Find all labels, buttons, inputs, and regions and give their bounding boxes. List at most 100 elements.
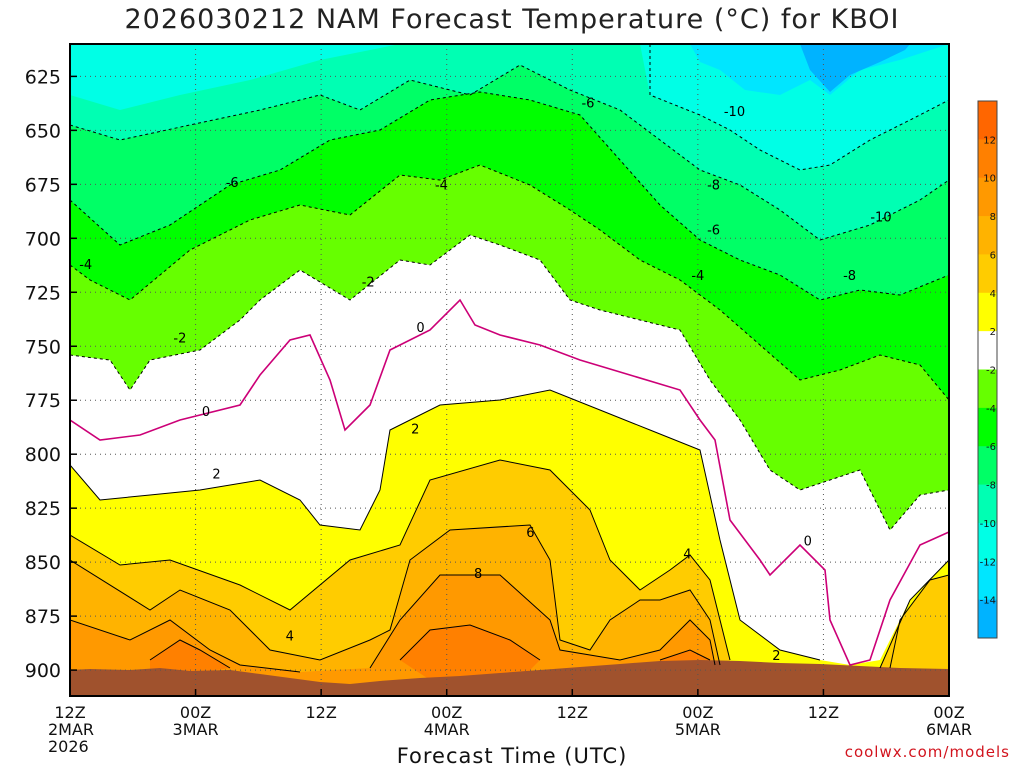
y-tick-label: 875 bbox=[25, 606, 61, 628]
x-tick-label: 12Z bbox=[305, 703, 336, 722]
terrain bbox=[70, 660, 949, 696]
contour-label: -4 bbox=[79, 258, 92, 273]
colorbar-band bbox=[978, 177, 997, 217]
y-tick-label: 675 bbox=[25, 174, 61, 196]
colorbar-label: 10 bbox=[983, 174, 996, 185]
contour-plus-2b bbox=[879, 559, 949, 669]
contour-minus-2 bbox=[70, 234, 949, 531]
grid-lines bbox=[70, 44, 949, 696]
x-tick-label: 2MAR bbox=[48, 720, 94, 739]
contour-label: -10 bbox=[870, 211, 891, 226]
x-tick-label: 3MAR bbox=[173, 720, 219, 739]
colorbar-band bbox=[978, 407, 997, 447]
contour-label: -6 bbox=[226, 176, 239, 191]
contour-label: -2 bbox=[362, 275, 375, 290]
colorbar-label: -6 bbox=[986, 442, 996, 453]
contour-label: -6 bbox=[581, 96, 594, 111]
contour-plus-8 bbox=[70, 574, 716, 673]
colorbar-label: -12 bbox=[980, 557, 996, 568]
y-tick-label: 700 bbox=[25, 228, 61, 250]
colorbar-label: -4 bbox=[986, 404, 996, 415]
y-tick-label: 625 bbox=[25, 66, 61, 88]
x-tick-label: 12Z bbox=[557, 703, 588, 722]
contour-label: -4 bbox=[691, 269, 704, 284]
contour-fields bbox=[70, 44, 949, 696]
colorbar-band bbox=[978, 139, 997, 179]
band-minus-14 bbox=[800, 44, 910, 92]
contour-minus-6 bbox=[70, 91, 949, 301]
contour-plus-4 bbox=[70, 459, 731, 661]
colorbar-label: -10 bbox=[980, 519, 996, 530]
x-tick-label: 12Z bbox=[808, 703, 839, 722]
contour-plus-10 bbox=[149, 624, 711, 669]
y-tick-label: 850 bbox=[25, 552, 61, 574]
colorbar: 12 10 8 6 4 2 -2 -4 -6 -8 -10 -12 -14 bbox=[977, 100, 998, 639]
colorbar-label: 12 bbox=[983, 135, 996, 146]
x-tick-label: 2026 bbox=[48, 737, 89, 756]
contour-label: 4 bbox=[286, 630, 294, 645]
y-tick-label: 775 bbox=[25, 390, 61, 412]
plot-frame bbox=[69, 43, 950, 697]
colorbar-band bbox=[978, 522, 997, 562]
colorbar-band bbox=[978, 446, 997, 486]
colorbar-label: 6 bbox=[990, 250, 996, 261]
contour-label: 2 bbox=[772, 649, 780, 664]
y-tick-label: 750 bbox=[25, 336, 61, 358]
contour-label: 0 bbox=[804, 535, 812, 550]
band-plus-10 bbox=[150, 625, 710, 680]
contour-plus-2 bbox=[70, 389, 821, 661]
x-tick-label: 00Z bbox=[180, 703, 211, 722]
x-axis-title: Forecast Time (UTC) bbox=[396, 744, 628, 768]
y-axis: 625 650 675 700 725 750 775 800 825 850 875 900 bbox=[25, 66, 77, 682]
x-tick-label: 5MAR bbox=[675, 720, 721, 739]
band-plus-8 bbox=[70, 575, 715, 696]
contour-minus-4 bbox=[70, 164, 949, 401]
contour-label: 0 bbox=[202, 405, 210, 420]
colorbar-band bbox=[978, 484, 997, 524]
colorbar-band bbox=[978, 369, 997, 409]
contour-lines bbox=[70, 44, 949, 673]
contour-plus-6 bbox=[70, 524, 721, 666]
chart-title: 2026030212 NAM Forecast Temperature (°C)… bbox=[124, 4, 900, 35]
y-tick-label: 650 bbox=[25, 120, 61, 142]
y-tick-label: 725 bbox=[25, 282, 61, 304]
colorbar-label: -8 bbox=[986, 481, 996, 492]
contour-label: 0 bbox=[416, 321, 424, 336]
contour-label: 2 bbox=[411, 422, 419, 437]
colorbar-band bbox=[978, 254, 997, 294]
contour-labels: -6 -10 -6 -4 -8 -6 -10 -4 -4 -8 -2 -2 0 0 2 0 2 6 4 8 4 2 bbox=[79, 96, 891, 664]
colorbar-frame bbox=[977, 100, 998, 639]
contour-label: 4 bbox=[683, 548, 691, 563]
contour-zero bbox=[70, 298, 949, 666]
x-tick-label: 12Z bbox=[54, 703, 85, 722]
colorbar-band bbox=[978, 292, 997, 332]
contour-plus-4b bbox=[889, 574, 949, 669]
colorbar-band bbox=[978, 216, 997, 255]
x-tick-label: 4MAR bbox=[424, 720, 470, 739]
x-tick-label: 6MAR bbox=[926, 720, 972, 739]
contour-label: -4 bbox=[435, 178, 448, 193]
contour-label: -8 bbox=[843, 269, 856, 284]
colorbar-band bbox=[978, 599, 997, 639]
colorbar-band bbox=[978, 101, 997, 140]
colorbar-label: 8 bbox=[990, 212, 996, 223]
contour-label: 2 bbox=[212, 468, 220, 483]
x-tick-label: 00Z bbox=[431, 703, 462, 722]
contour-label: -10 bbox=[724, 105, 745, 120]
y-tick-label: 800 bbox=[25, 444, 61, 466]
band-plus-4b bbox=[880, 575, 949, 696]
x-tick-label: 00Z bbox=[682, 703, 713, 722]
contour-label: -8 bbox=[707, 178, 720, 193]
contour-label: -6 bbox=[707, 224, 720, 239]
credit-text: coolwx.com/models bbox=[844, 743, 1010, 761]
colorbar-label: 4 bbox=[990, 289, 996, 300]
contour-label: 6 bbox=[526, 526, 534, 541]
contour-minus-8 bbox=[70, 64, 949, 241]
x-tick-label: 00Z bbox=[933, 703, 964, 722]
contour-label: -2 bbox=[173, 332, 186, 347]
colorbar-label: 2 bbox=[990, 327, 996, 338]
colorbar-band bbox=[978, 331, 997, 370]
y-tick-label: 900 bbox=[25, 660, 61, 682]
